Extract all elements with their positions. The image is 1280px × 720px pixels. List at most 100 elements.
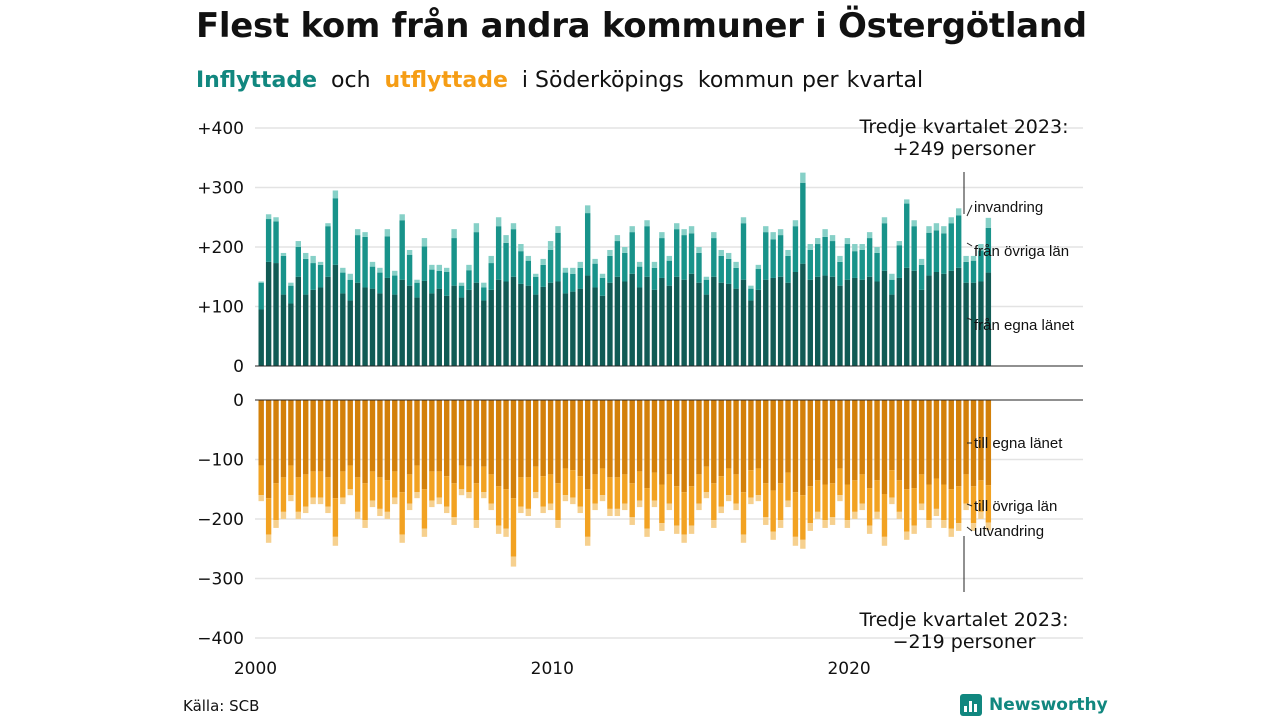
bar-in-own: [770, 277, 776, 366]
bar-out-emigration: [755, 495, 762, 502]
y-tick-label-top: +100: [197, 298, 244, 318]
bar-in-immigration: [510, 223, 517, 230]
bar-in-other: [503, 242, 509, 282]
bar-in-immigration: [955, 208, 962, 216]
bar-out-own: [733, 400, 739, 475]
bar-in-immigration: [866, 232, 873, 239]
bar-in-own: [436, 288, 442, 366]
bar-out-other: [288, 465, 294, 496]
bar-out-own: [688, 400, 695, 487]
bar-in-other: [948, 223, 954, 271]
bar-out-emigration: [785, 500, 791, 508]
bar-in-other: [377, 272, 383, 294]
bar-out-own: [681, 400, 687, 493]
bar-in-own: [421, 280, 428, 366]
bar-out-other: [303, 474, 309, 507]
bar-out-own: [347, 400, 353, 466]
bar-in-other: [429, 269, 435, 294]
bar-in-own: [815, 276, 821, 366]
bar-in-other: [792, 226, 799, 272]
bar-out-other: [384, 480, 391, 512]
bar-out-other: [614, 477, 621, 509]
bar-out-other: [785, 472, 791, 501]
bar-out-other: [362, 483, 368, 521]
bar-out-other: [911, 488, 917, 526]
bar-out-emigration: [392, 497, 398, 505]
bar-out-other: [881, 494, 888, 537]
bar-out-emigration: [733, 503, 739, 511]
bar-out-other: [770, 490, 776, 532]
bar-out-emigration: [837, 495, 843, 502]
bar-out-own: [651, 400, 658, 473]
bar-in-immigration: [622, 247, 628, 253]
bar-in-own: [295, 276, 301, 366]
bar-out-emigration: [273, 520, 279, 528]
bar-in-other: [866, 238, 873, 277]
bar-out-emigration: [288, 495, 294, 502]
bar-in-immigration: [406, 249, 413, 255]
bar-in-other: [369, 266, 376, 289]
annotations: Tredje kvartalet 2023: +249 personer Tre…: [859, 116, 1069, 653]
bar-in-other: [406, 254, 413, 286]
bar-out-own: [822, 400, 828, 485]
bar-out-own: [510, 400, 517, 499]
bar-in-other: [533, 276, 539, 295]
bar-in-immigration: [614, 235, 621, 242]
bar-out-other: [481, 466, 487, 493]
bar-in-immigration: [896, 241, 903, 246]
bar-out-emigration: [495, 525, 502, 534]
bar-out-own: [852, 400, 858, 481]
bar-in-immigration: [488, 255, 494, 264]
y-tick-label-top: +400: [197, 119, 244, 139]
bar-in-immigration: [458, 282, 465, 286]
bar-out-emigration: [503, 528, 509, 537]
bar-in-immigration: [740, 217, 747, 224]
bar-in-other: [607, 255, 613, 283]
bar-in-immigration: [332, 190, 339, 199]
bar-in-immigration: [495, 217, 502, 227]
bar-in-immigration: [629, 226, 635, 233]
bar-in-own: [503, 281, 509, 366]
bar-out-own: [970, 400, 977, 487]
bar-out-own: [807, 400, 813, 487]
bar-in-immigration: [785, 249, 791, 256]
bar-in-other: [473, 232, 480, 283]
bar-out-own: [815, 400, 821, 481]
bar-out-other: [525, 477, 532, 509]
bar-in-other: [362, 236, 368, 288]
bar-out-other: [763, 483, 769, 518]
bar-out-own: [481, 400, 487, 467]
bar-in-own: [377, 293, 383, 366]
bar-out-emigration: [904, 531, 910, 540]
bar-out-other: [963, 474, 969, 504]
bar-in-own: [562, 293, 569, 366]
y-tick-label-top: +300: [197, 179, 244, 199]
bar-out-own: [354, 400, 361, 478]
bar-in-immigration: [570, 267, 576, 274]
bar-out-other: [837, 468, 843, 496]
bar-out-other: [629, 483, 635, 518]
bar-in-own: [688, 273, 695, 366]
bar-out-other: [978, 480, 984, 512]
bar-in-own: [555, 281, 561, 366]
bar-in-own: [429, 293, 435, 366]
bar-out-own: [392, 400, 398, 472]
bar-in-immigration: [681, 229, 687, 236]
bar-out-own: [792, 400, 799, 493]
bar-out-own: [926, 400, 932, 485]
bar-out-other: [733, 474, 739, 504]
bar-in-immigration: [518, 244, 524, 252]
bar-in-own: [540, 286, 546, 366]
bar-in-own: [273, 263, 279, 366]
bar-in-other: [555, 232, 561, 282]
bar-in-own: [451, 285, 457, 366]
bar-in-own: [963, 282, 969, 366]
bar-out-emigration: [955, 523, 962, 531]
bar-out-own: [547, 400, 554, 475]
bar-out-own: [495, 400, 502, 487]
bar-out-other: [659, 484, 665, 524]
bar-out-own: [748, 400, 754, 471]
series-labels: invandring från övriga län från egna länet…: [974, 199, 1075, 540]
bar-out-other: [948, 489, 954, 529]
bar-out-own: [288, 400, 294, 466]
